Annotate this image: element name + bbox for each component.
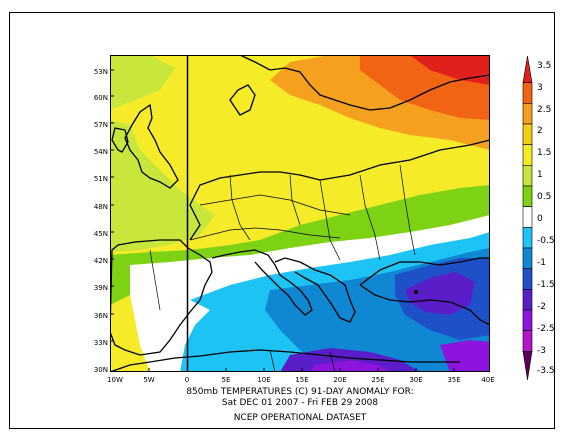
border-2 xyxy=(229,174,251,241)
field-0p5-1 xyxy=(110,185,490,305)
field-neg2p5-neg3 xyxy=(440,340,490,372)
lat-label: 60N xyxy=(93,94,108,102)
colorbar-swatch xyxy=(522,247,533,269)
lon-label: 5E xyxy=(221,376,231,384)
caption-line-3: NCEP OPERATIONAL DATASET xyxy=(233,413,367,423)
colorbar-label: -2 xyxy=(537,302,546,312)
outer-border xyxy=(9,12,555,429)
coast-north-europe xyxy=(189,139,490,241)
colorbar xyxy=(522,55,533,381)
colorbar-swatch xyxy=(522,103,533,125)
colorbar-label: 1 xyxy=(537,170,543,180)
colorbar-swatch xyxy=(522,227,533,249)
colorbar-swatch xyxy=(522,165,533,187)
lat-label: 51N xyxy=(93,175,108,183)
coast-ireland xyxy=(111,127,129,153)
coast-iberia xyxy=(110,239,213,356)
border-7 xyxy=(189,227,341,241)
colorbar-swatch xyxy=(522,144,533,166)
field-neg2p5-neg3-south xyxy=(310,360,390,372)
colorbar-swatch xyxy=(522,289,533,311)
colorbar-label: 0 xyxy=(537,214,543,224)
colorbar-swatch xyxy=(522,55,533,83)
colorbar-swatch xyxy=(522,82,533,104)
lat-label: 30N xyxy=(93,366,108,374)
colorbar-label: 2 xyxy=(537,126,543,136)
coast-baltic xyxy=(239,55,490,111)
colorbar-label: -2.5 xyxy=(537,324,555,334)
colorbar-label: -1 xyxy=(537,258,546,268)
field-1-1p5-north xyxy=(110,55,175,110)
lat-label: 53N xyxy=(93,68,108,76)
border-9 xyxy=(269,349,276,372)
colorbar-swatch xyxy=(522,185,533,207)
lat-label: 42N xyxy=(93,257,108,265)
coast-italy xyxy=(211,249,313,316)
colorbar-label: -1.5 xyxy=(537,280,555,290)
colorbar-swatch xyxy=(522,206,533,228)
lon-label: 20E xyxy=(333,376,347,384)
country-borders xyxy=(149,164,416,372)
border-6 xyxy=(399,164,416,256)
lon-label: 5W xyxy=(143,376,155,384)
lon-label: 10W xyxy=(107,376,123,384)
border-3 xyxy=(289,174,301,226)
caption-line-2: Sat DEC 01 2007 - Fri FEB 29 2008 xyxy=(221,398,379,408)
colorbar-swatch xyxy=(522,268,533,290)
coast-anatolia-south xyxy=(359,284,490,326)
colorbar-swatch xyxy=(522,330,533,352)
coast-black-sea-south xyxy=(359,257,490,286)
lon-label: 30E xyxy=(409,376,423,384)
lat-label: 57N xyxy=(93,121,108,129)
lat-label: 36N xyxy=(93,312,108,320)
lat-label: 54N xyxy=(93,148,108,156)
colorbar-label: -3.5 xyxy=(537,366,555,376)
caption-line-1: 850mb TEMPERATURES (C) 91-DAY ANOMALY FO… xyxy=(186,387,414,397)
field-1-1p5-west xyxy=(110,120,215,252)
colorbar-swatch xyxy=(522,123,533,145)
map-panel xyxy=(110,55,490,372)
anomaly-fill-layer xyxy=(110,55,490,372)
colorbar-label: 3.5 xyxy=(537,61,552,71)
colorbar-label: 2.5 xyxy=(537,105,552,115)
lon-label: 40E xyxy=(481,376,495,384)
lon-label: 0 xyxy=(184,376,190,384)
coast-britain xyxy=(124,103,179,189)
colorbar-label: 1.5 xyxy=(537,148,552,158)
border-4 xyxy=(319,179,341,261)
coastlines xyxy=(110,55,490,372)
border-5 xyxy=(359,174,381,261)
field-neg2-neg2p5 xyxy=(405,272,475,315)
colorbar-swatch xyxy=(522,309,533,331)
lon-label: 15E xyxy=(295,376,309,384)
colorbar-label: -0.5 xyxy=(537,236,555,246)
lat-label: 39N xyxy=(93,284,108,292)
border-10 xyxy=(329,351,336,372)
lon-label: 25E xyxy=(371,376,385,384)
lat-label: 33N xyxy=(93,339,108,347)
map-border xyxy=(110,55,490,372)
colorbar-label: -3 xyxy=(537,346,546,356)
marker-dot xyxy=(414,290,418,294)
lat-label: 48N xyxy=(93,203,108,211)
coast-denmark xyxy=(229,84,256,116)
lon-label: 35E xyxy=(447,376,461,384)
colorbar-label: 0.5 xyxy=(537,192,552,202)
colorbar-swatch xyxy=(522,351,533,381)
coast-north-africa xyxy=(110,349,460,372)
border-8 xyxy=(149,249,161,311)
coast-balkans xyxy=(274,257,356,323)
axis-ticks xyxy=(110,69,455,372)
lat-label: 45N xyxy=(93,230,108,238)
colorbar-label: 3 xyxy=(537,83,543,93)
lon-label: 10E xyxy=(257,376,271,384)
